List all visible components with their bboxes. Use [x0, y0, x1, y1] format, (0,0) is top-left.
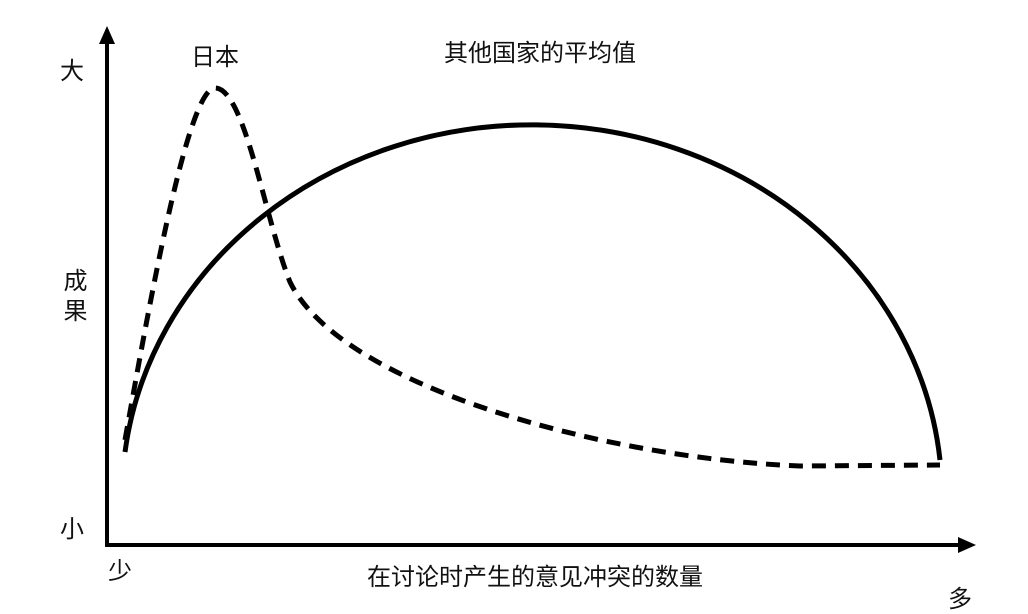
y-axis-title: 成果 [59, 268, 87, 328]
y-bottom-label: 小 [60, 515, 84, 543]
x-axis-arrow [958, 537, 976, 553]
japan-curve [122, 85, 941, 469]
average-curve [122, 122, 943, 461]
y-top-label: 大 [60, 57, 84, 85]
x-right-label: 多 [948, 585, 972, 613]
x-axis-title: 在讨论时产生的意见冲突的数量 [367, 563, 703, 591]
x-left-label: 少 [108, 557, 132, 585]
y-axis-arrow [99, 26, 115, 44]
curve-label: 日本 [191, 43, 239, 71]
curve-label: 其他国家的平均值 [444, 39, 636, 67]
